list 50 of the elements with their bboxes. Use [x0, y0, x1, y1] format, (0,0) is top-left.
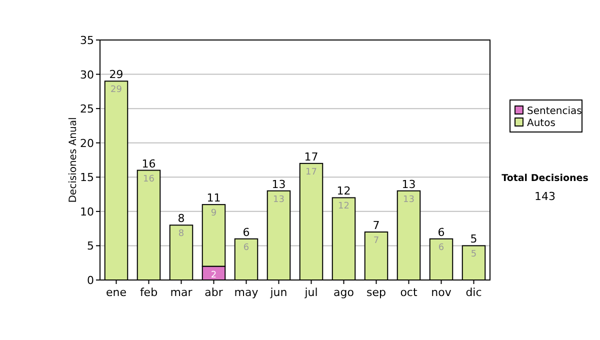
data-label: 9 — [210, 208, 217, 219]
y-tick-label: 30 — [80, 68, 94, 82]
y-tick-label: 10 — [80, 205, 94, 218]
total-label: 17 — [304, 150, 318, 164]
total-label: 7 — [372, 219, 380, 232]
total-label: 16 — [142, 157, 156, 170]
data-label: 8 — [178, 229, 184, 240]
x-tick-label: mar — [170, 286, 193, 299]
data-label: 6 — [243, 242, 250, 253]
legend-label: Sentencias — [527, 106, 582, 117]
total-label: 11 — [206, 192, 221, 205]
data-label: 13 — [273, 194, 284, 205]
y-tick-label: 35 — [80, 34, 94, 47]
data-label: 12 — [338, 202, 350, 212]
legend-label: Autos — [527, 118, 556, 129]
total-label: 8 — [178, 212, 185, 226]
data-label: 29 — [110, 85, 122, 96]
total-label: 6 — [242, 226, 250, 239]
y-tick-label: 5 — [87, 240, 94, 253]
text: Total Decisiones — [502, 173, 589, 184]
x-tick-label: oct — [400, 286, 418, 299]
x-tick-label: feb — [140, 286, 158, 299]
x-tick-label: jun — [269, 286, 288, 299]
total-label: 13 — [402, 178, 416, 191]
total-label: 6 — [438, 226, 445, 239]
x-tick-label: sep — [366, 286, 386, 299]
y-tick-label: 0 — [87, 274, 94, 287]
data-label: 6 — [438, 242, 444, 253]
data-label: 5 — [470, 250, 477, 260]
y-axis-title: Decisiones Anual — [68, 117, 79, 203]
x-tick-label: ago — [334, 286, 354, 299]
x-tick-label: abr — [204, 286, 224, 299]
total-label: 29 — [109, 68, 124, 82]
x-tick-label: dic — [466, 286, 482, 299]
data-label: 2 — [210, 270, 217, 280]
total-label: 12 — [336, 184, 351, 198]
total-label: 5 — [470, 232, 478, 246]
x-tick-label: jul — [304, 286, 318, 299]
total-label: 13 — [272, 178, 286, 191]
data-label: 16 — [143, 174, 155, 184]
data-label: 17 — [306, 167, 317, 178]
y-tick-label: 25 — [80, 102, 94, 116]
x-tick-label: nov — [431, 286, 452, 299]
data-label: 7 — [373, 236, 380, 246]
text: 143 — [534, 190, 556, 203]
x-tick-label: ene — [106, 286, 127, 299]
x-tick-label: may — [234, 286, 259, 299]
y-tick-label: 15 — [80, 171, 94, 184]
data-label: 13 — [403, 194, 414, 205]
y-tick-label: 20 — [80, 136, 94, 150]
